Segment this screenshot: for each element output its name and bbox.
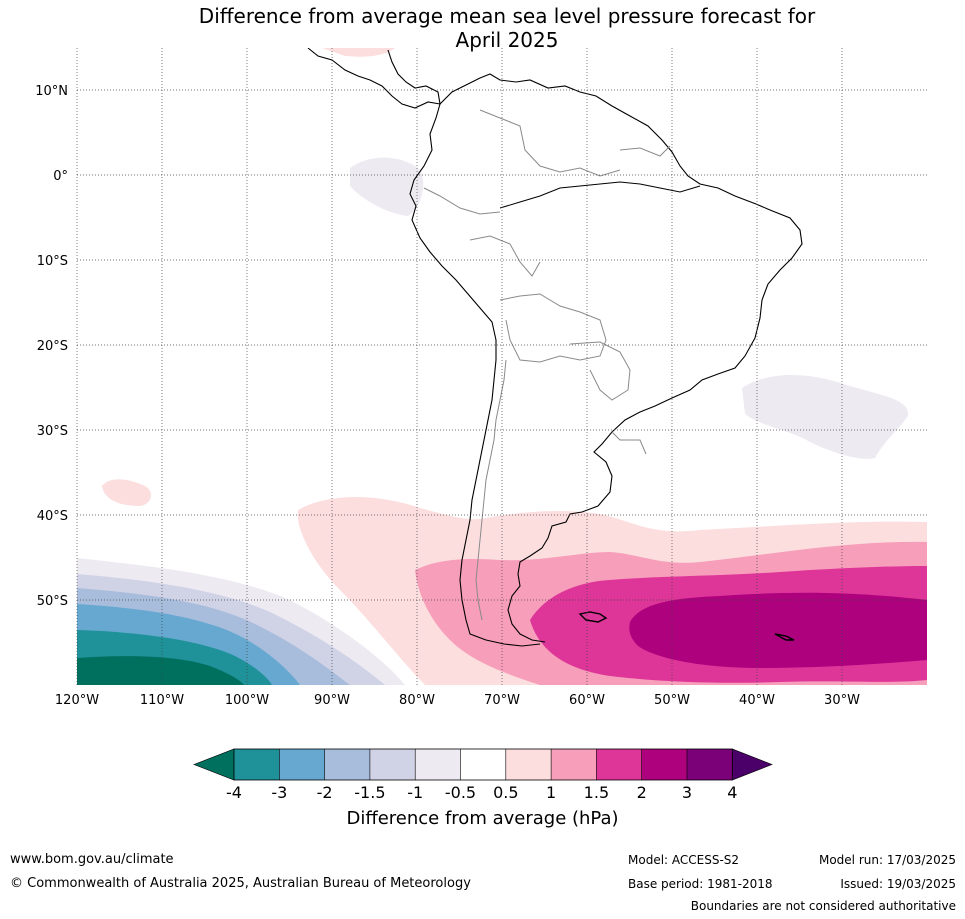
lat-label: 10°N <box>35 84 68 99</box>
boundaries-note: Boundaries are not considered authoritat… <box>690 899 956 913</box>
anomaly-region-north-pacific <box>322 48 395 57</box>
lat-label: 40°S <box>37 509 68 524</box>
lon-label: 50°W <box>654 693 690 708</box>
anomaly-region-south-pacific-small <box>102 479 152 506</box>
anomaly-region-equatorial-pacific <box>350 157 424 216</box>
lon-label: 120°W <box>55 693 99 708</box>
border-bolivia <box>499 293 607 363</box>
border-peru-brazil <box>469 235 541 277</box>
lon-label: 70°W <box>484 693 520 708</box>
anomaly-region-south-atlantic <box>742 375 909 459</box>
colorbar-tick-label: -4 <box>226 783 242 802</box>
anomaly-region-minus-4 <box>77 656 244 685</box>
colorbar-bin <box>596 749 642 780</box>
lon-label: 60°W <box>569 693 605 708</box>
colorbar-tick-label: -1.5 <box>354 783 385 802</box>
colorbar-tick-label: -0.5 <box>445 783 476 802</box>
colorbar-tick-label: 2 <box>637 783 647 802</box>
title-line-2: April 2025 <box>455 28 559 52</box>
border-ecuador-peru <box>423 187 501 215</box>
border-paraguay <box>569 341 631 401</box>
base-period: Base period: 1981-2018 <box>628 877 773 891</box>
colorbar-bin <box>551 749 597 780</box>
colorbar-tick-label: -3 <box>271 783 287 802</box>
colorbar-under-arrow <box>193 748 235 781</box>
website-link[interactable]: www.bom.gov.au/climate <box>10 852 174 867</box>
colorbar-bin <box>460 749 506 780</box>
graticule <box>76 48 927 685</box>
colorbar-bin <box>415 749 461 780</box>
title-line-1: Difference from average mean sea level p… <box>198 4 816 28</box>
lat-label: 10°S <box>37 254 68 269</box>
colorbar-tick-label: -1 <box>407 783 423 802</box>
lon-label: 110°W <box>140 693 184 708</box>
colorbar-bin <box>369 749 416 780</box>
lat-label: 20°S <box>37 339 68 354</box>
colorbar-bin <box>641 749 687 780</box>
colorbar-outline <box>233 748 733 781</box>
lat-label: 50°S <box>37 594 68 609</box>
colorbar-dividers <box>279 749 688 780</box>
colorbar-tick-label: 1.5 <box>584 783 609 802</box>
map-title: Difference from average mean sea level p… <box>0 4 965 52</box>
lon-label: 80°W <box>399 693 435 708</box>
pacific-coast <box>409 103 541 647</box>
pressure-anomaly-field <box>77 48 927 685</box>
colorbar-title: Difference from average (hPa) <box>346 808 619 829</box>
colorbar: -4 -3 -2 -1.5 -1 -0.5 0.5 1 1.5 2 3 4 <box>193 748 773 802</box>
colorbar-tick-label: 3 <box>682 783 692 802</box>
model-run-date: Model run: 17/03/2025 <box>818 853 956 867</box>
central-america-coast <box>307 48 441 109</box>
lon-label: 100°W <box>225 693 269 708</box>
border-guianas <box>619 145 671 157</box>
colorbar-tick-label: 1 <box>546 783 556 802</box>
anomaly-region-plus-2 <box>629 592 927 668</box>
colorbar-bin <box>687 749 733 780</box>
colorbar-bin <box>234 749 280 780</box>
latitude-labels: 10°N 0° 10°S 20°S 30°S 40°S 50°S <box>35 84 68 609</box>
lat-label: 0° <box>53 169 68 184</box>
colorbar-bin <box>505 749 552 780</box>
lon-label: 30°W <box>824 693 860 708</box>
country-borders <box>423 109 671 621</box>
colorbar-tick-label: -2 <box>317 783 333 802</box>
border-colombia-venezuela <box>479 109 621 177</box>
lat-label: 30°S <box>37 424 68 439</box>
lon-label: 90°W <box>314 693 350 708</box>
issued-date: Issued: 19/03/2025 <box>840 877 956 891</box>
colorbar-tick-label: 4 <box>727 783 737 802</box>
falkland-islands <box>578 611 608 623</box>
border-brazil-uruguay <box>611 431 647 455</box>
caribbean-coast <box>439 73 803 643</box>
lon-label: 40°W <box>739 693 775 708</box>
colorbar-over-arrow <box>731 748 773 781</box>
colorbar-tick-label: 0.5 <box>493 783 518 802</box>
model-name: Model: ACCESS-S2 <box>628 853 740 867</box>
colorbar-bin <box>279 749 325 780</box>
border-chile-argentina <box>475 359 507 621</box>
copyright-text: © Commonwealth of Australia 2025, Austra… <box>10 876 471 891</box>
amazon-river <box>499 181 701 209</box>
coastlines <box>307 48 803 647</box>
longitude-labels: 120°W 110°W 100°W 90°W 80°W 70°W 60°W 50… <box>55 693 860 708</box>
colorbar-bin <box>324 749 370 780</box>
south-georgia <box>774 633 795 641</box>
